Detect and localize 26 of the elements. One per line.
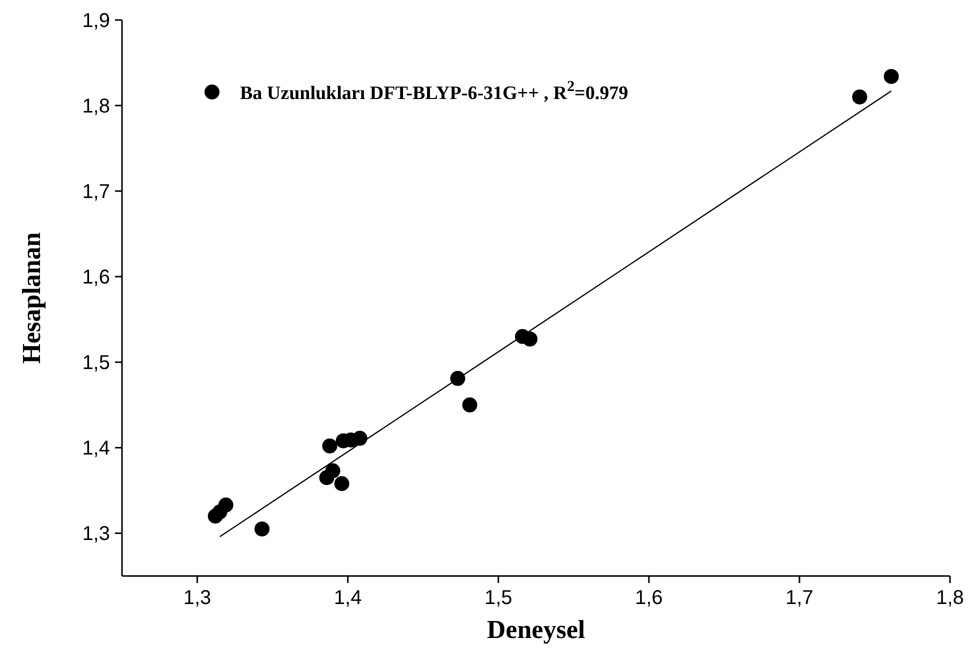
legend-label: Ba Uzunlukları DFT-BLYP-6-31G++ , R$^{2}$=0.979 [240,78,628,104]
x-axis-title: Deneysel [486,615,586,644]
y-tick-label: 1,4 [82,438,110,460]
x-tick-label: 1,6 [635,587,663,609]
point [352,430,368,446]
x-tick-label: 1,3 [183,587,212,609]
y-tick-label: 1,8 [82,96,110,118]
point [322,438,338,454]
y-tick-label: 1,3 [82,523,110,546]
y-tick-label: 1,9 [82,10,110,32]
x-tick-label: 1,5 [484,587,512,609]
x-tick-label: 1,4 [334,587,362,609]
point [334,476,350,492]
y-tick-label: 1,6 [82,266,110,289]
y-axis-title: Hesaplanan [17,232,46,364]
y-tick-label: 1,5 [82,352,110,374]
point [522,332,538,347]
point [218,498,234,513]
y-tick-label: 1,7 [82,181,110,204]
point [884,68,899,84]
x-tick-label: 1,7 [786,587,814,609]
point [852,89,868,104]
point [325,463,340,478]
point [254,521,270,536]
x-tick-label: 1,8 [936,587,964,609]
point [462,397,478,412]
